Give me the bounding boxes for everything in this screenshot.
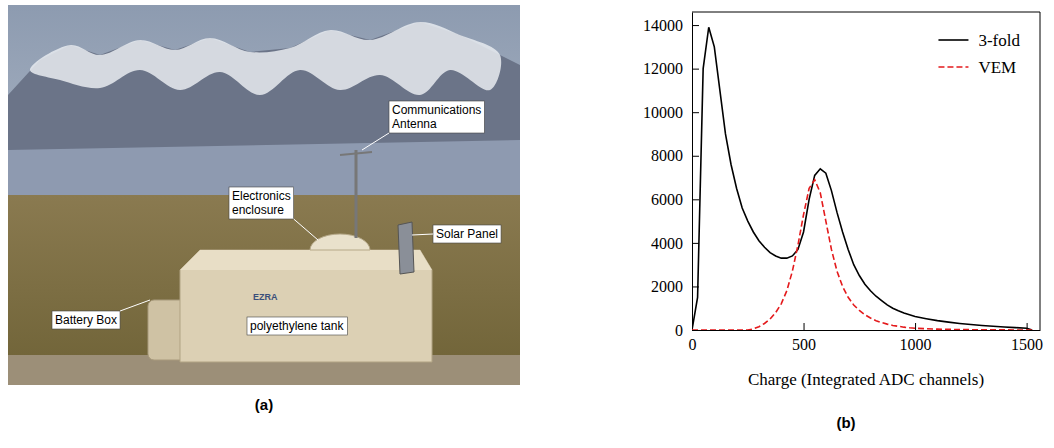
frame-top (692, 12, 1040, 13)
label-line: polyethylene tank (250, 319, 344, 333)
solar-panel (398, 222, 414, 274)
tick (692, 25, 699, 26)
photo-label: Battery Box (52, 311, 120, 329)
tick-label: 2000 (651, 278, 683, 295)
x-axis-title: Charge (Integrated ADC channels) (748, 370, 984, 389)
photo-label: Electronicsenclosure (229, 187, 294, 219)
pointer (294, 219, 318, 240)
photo-label: polyethylene tank (247, 317, 347, 335)
axis-line (692, 13, 693, 331)
label-line: Electronics (232, 189, 291, 203)
figure: EZRA CommunicationsAntenna Electronicsencl… (0, 0, 1054, 448)
label-line: Antenna (392, 117, 437, 131)
tick-group: 0 (675, 322, 699, 339)
snow (30, 22, 501, 95)
label-text: Electronicsenclosure (232, 189, 291, 217)
mountains (8, 22, 520, 200)
label-text: CommunicationsAntenna (392, 103, 481, 131)
tick-label: 1000 (900, 336, 932, 353)
legend-label: VEM (978, 58, 1016, 77)
tick-group: 8000 (651, 147, 699, 164)
legend-swatch (938, 39, 968, 41)
label-box (247, 317, 347, 335)
tick-group: 14000 (643, 17, 699, 34)
panel-b: 0 500 1000 1500 0 2000 4000 6000 8000 10000 12000 1… (643, 12, 1043, 389)
tick-label: 0 (689, 336, 697, 353)
panel-a: EZRA CommunicationsAntenna Electronicsencl… (8, 5, 520, 385)
y-axis: 0 2000 4000 6000 8000 10000 12000 14000 (643, 13, 699, 339)
legend: 3-fold VEM (938, 31, 1020, 77)
label-line: Communications (392, 103, 481, 117)
tick (692, 330, 699, 331)
label-box (433, 225, 501, 243)
tick (692, 69, 699, 70)
tick-label: 1500 (1011, 336, 1043, 353)
label-text: polyethylene tank (250, 319, 344, 333)
tank-top (180, 250, 432, 270)
panel-label: (b) (836, 414, 855, 431)
tick-group: 2000 (651, 278, 699, 295)
tank (180, 250, 432, 362)
tick-group: 6000 (651, 191, 699, 208)
axis-line (693, 330, 1041, 331)
label-text: Battery Box (55, 313, 117, 327)
legend-item: 3-fold (938, 31, 1020, 50)
tick (804, 323, 805, 330)
tick-label: 10000 (643, 104, 683, 121)
sky (8, 5, 520, 385)
label-box (52, 311, 120, 329)
photo-label: Solar Panel (433, 225, 501, 243)
electronics-dome (310, 234, 370, 250)
tank-text: EZRA (253, 292, 278, 302)
ground (8, 195, 520, 385)
tick-label: 8000 (651, 147, 683, 164)
series-line (692, 180, 1032, 330)
frame-right (1040, 12, 1041, 330)
tick (692, 112, 699, 113)
tick-group: 10000 (643, 104, 699, 121)
plot-lines (692, 27, 1032, 330)
tick-label: 12000 (643, 60, 683, 77)
pointer (412, 234, 433, 235)
photo-label: CommunicationsAntenna (389, 101, 484, 133)
tick-group: 12000 (643, 60, 699, 77)
pointer (120, 300, 150, 311)
legend-label: 3-fold (978, 31, 1020, 50)
pointer (362, 133, 389, 150)
tick (692, 156, 699, 157)
antenna-mast (355, 150, 358, 238)
antenna-head (340, 152, 372, 155)
legend-swatch (938, 66, 968, 68)
tick (692, 199, 699, 200)
legend-item: VEM (938, 58, 1016, 77)
label-line: enclosure (232, 203, 284, 217)
label-box (229, 187, 294, 219)
tick (692, 243, 699, 244)
tick-group: 4000 (651, 234, 699, 251)
x-axis: 0 500 1000 1500 (689, 323, 1044, 353)
label-line: Battery Box (55, 313, 117, 327)
tick-label: 4000 (651, 234, 683, 251)
panel-label: (a) (255, 396, 273, 413)
label-box (389, 101, 484, 133)
tick-group: 500 (792, 323, 816, 353)
label-text: Solar Panel (436, 227, 498, 241)
tick-label: 0 (675, 322, 683, 339)
tick-label: 14000 (643, 17, 683, 34)
label-line: Solar Panel (436, 227, 498, 241)
tick-label: 6000 (651, 191, 683, 208)
tick (915, 323, 916, 330)
tick-label: 500 (792, 336, 816, 353)
series-line (692, 27, 1032, 330)
